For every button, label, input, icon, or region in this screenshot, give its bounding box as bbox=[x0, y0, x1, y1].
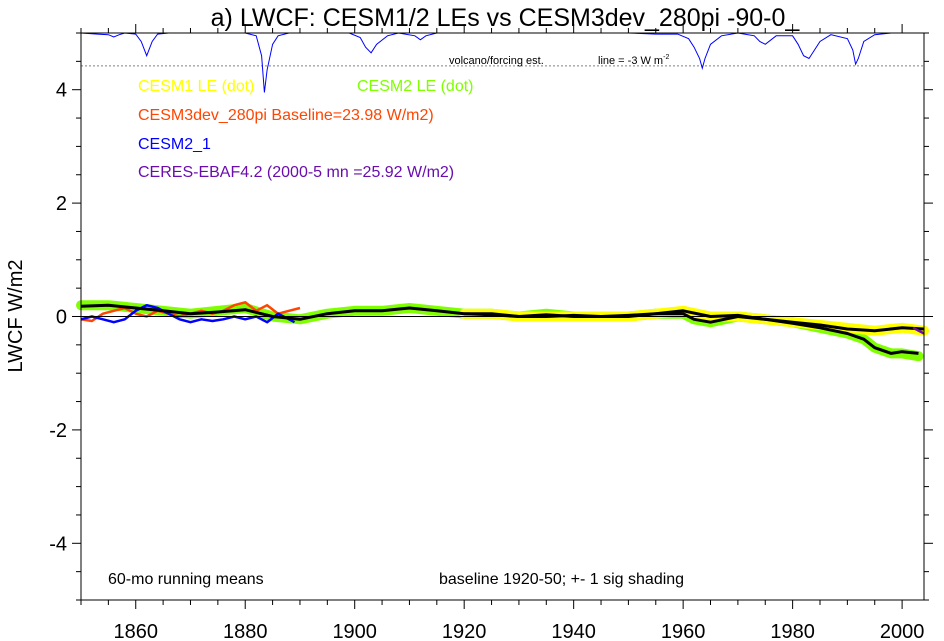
x-tick-label: 1860 bbox=[113, 621, 158, 641]
y-tick-label: 2 bbox=[56, 193, 67, 215]
baseline-annotation: baseline 1920-50; +- 1 sig shading bbox=[439, 571, 684, 588]
legend-item-cesm2-1: CESM2_1 bbox=[138, 136, 211, 153]
line-scale-text: line = -3 W m bbox=[598, 55, 663, 67]
line-scale-annotation: line = -3 W m-2 bbox=[598, 54, 669, 67]
y-axis-label: LWCF W/m2 bbox=[5, 260, 27, 373]
x-tick-label: 1880 bbox=[223, 621, 268, 641]
y-tick-label: 0 bbox=[56, 307, 67, 329]
series-line-cesm2-1 bbox=[80, 303, 296, 324]
x-tick-label: 2000 bbox=[880, 621, 925, 641]
y-tick-label: 4 bbox=[56, 80, 67, 102]
chart-title: a) LWCF: CESM1/2 LEs vs CESM3dev_280pi -… bbox=[211, 4, 801, 32]
legend-item-cesm2-le: CESM2 LE (dot) bbox=[357, 78, 473, 95]
x-tick-label: 1960 bbox=[661, 621, 706, 641]
axes-layer: 1860 1880 1900 1920 1940 1960 1980 2000 4 2 0 -2 -4 bbox=[49, 24, 933, 641]
legend: CESM1 LE (dot) CESM2 LE (dot) CESM3dev_2… bbox=[138, 78, 473, 181]
y-tick-label: -4 bbox=[49, 533, 67, 555]
series-line-cesm2-le bbox=[80, 303, 919, 355]
x-tick-label: 1900 bbox=[332, 621, 377, 641]
x-tick-label: 1920 bbox=[442, 621, 487, 641]
y-tick-label: -2 bbox=[49, 420, 67, 442]
series-line-ceres-ebaf4-2-2000-5-mn-25-92-w-m2 bbox=[912, 326, 925, 335]
running-means-annotation: 60-mo running means bbox=[108, 571, 264, 588]
legend-item-cesm3dev: CESM3dev_280pi Baseline=23.98 W/m2) bbox=[138, 107, 434, 124]
x-tick-label: 1940 bbox=[551, 621, 596, 641]
line-scale-superscript: -2 bbox=[663, 54, 669, 61]
x-tick-label: 1980 bbox=[770, 621, 815, 641]
legend-item-ceres: CERES-EBAF4.2 (2000-5 mn =25.92 W/m2) bbox=[138, 164, 454, 181]
legend-item-cesm1-le: CESM1 LE (dot) bbox=[138, 78, 254, 95]
volcano-annotation: volcano/forcing est. bbox=[449, 55, 544, 67]
